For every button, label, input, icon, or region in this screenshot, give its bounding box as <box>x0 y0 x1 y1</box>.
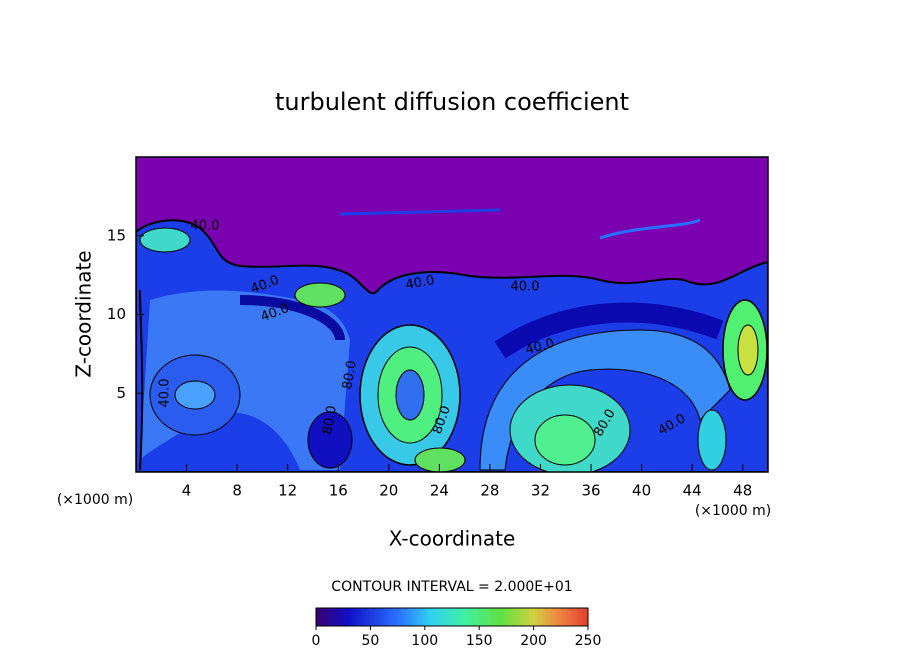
contour-label: 40.0 <box>158 379 173 408</box>
x-unit-label: (×1000 m) <box>695 503 771 519</box>
contour-interval: CONTOUR INTERVAL = 2.000E+01 <box>331 579 572 595</box>
x-tick-label: 40 <box>632 482 651 500</box>
y-tick-label: 10 <box>107 305 126 323</box>
x-tick-label: 8 <box>232 482 242 500</box>
x-axis-label: X-coordinate <box>389 527 516 551</box>
x-tick-label: 20 <box>379 482 398 500</box>
x-tick-label: 28 <box>480 482 499 500</box>
contour-label: 80.0 <box>340 359 360 390</box>
chart-title: turbulent diffusion coefficient <box>275 88 629 116</box>
x-tick-label: 48 <box>733 482 752 500</box>
y-axis-label: Z-coordinate <box>72 250 96 377</box>
colorbar-tick-label: 150 <box>466 633 493 649</box>
x-unit-label: (×1000 m) <box>57 492 133 508</box>
colorbar-tick-label: 100 <box>411 633 438 649</box>
x-tick-label: 32 <box>531 482 550 500</box>
contour-label: 40.0 <box>511 280 540 295</box>
contour-label: 40.0 <box>524 336 556 358</box>
x-tick-label: 16 <box>329 482 348 500</box>
contour-label: 40.0 <box>404 273 435 293</box>
x-tick-label: 12 <box>278 482 297 500</box>
x-tick-label: 24 <box>430 482 449 500</box>
colorbar-tick-label: 250 <box>575 633 602 649</box>
colorbar-tick-label: 200 <box>520 633 547 649</box>
y-tick-label: 5 <box>116 384 126 402</box>
contour-label: 40.0 <box>191 219 220 234</box>
y-tick-label: 15 <box>107 226 126 244</box>
colorbar-tick-label: 0 <box>312 633 321 649</box>
contour-field <box>136 157 768 472</box>
contour-label: 80.0 <box>320 404 340 435</box>
colorbar <box>315 607 589 627</box>
x-tick-label: 4 <box>182 482 192 500</box>
x-tick-label: 36 <box>581 482 600 500</box>
colorbar-tick-label: 50 <box>361 633 379 649</box>
x-tick-label: 44 <box>683 482 702 500</box>
